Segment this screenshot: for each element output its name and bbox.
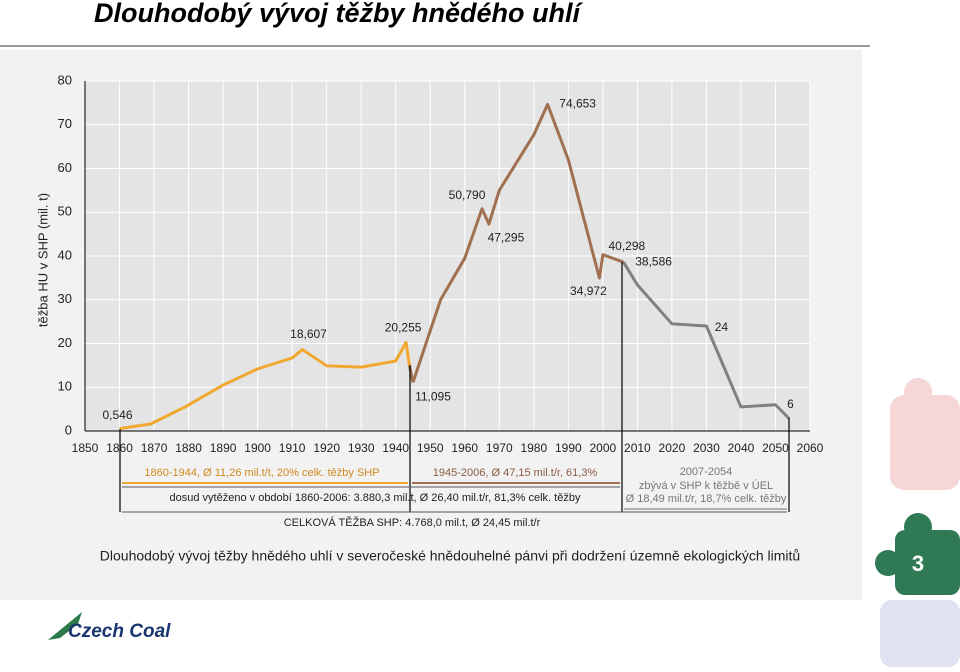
y-tick-label: 50 [58, 204, 72, 219]
x-tick-label: 1900 [244, 441, 271, 455]
x-tick-label: 1880 [175, 441, 202, 455]
x-tick-label: 1920 [313, 441, 340, 455]
y-tick-label: 0 [65, 422, 72, 437]
period-label: zbývá v SHP k těžbě v ÚEL [639, 479, 773, 492]
x-tick-label: 2040 [728, 441, 755, 455]
data-label: 40,298 [609, 239, 646, 253]
data-label: 24 [715, 320, 729, 334]
y-tick-label: 60 [58, 160, 72, 175]
series-line [119, 340, 412, 431]
x-tick-label: 1940 [382, 441, 409, 455]
y-tick-label: 10 [58, 379, 72, 394]
x-tick-label: 2010 [624, 441, 651, 455]
series-connector [622, 261, 639, 286]
x-tick-label: 1930 [348, 441, 375, 455]
period-label: 1945-2006, Ø 47,15 mil.t/r, 61,3% [433, 467, 598, 479]
period-label: dosud vytěženo v období 1860-2006: 3.880… [170, 492, 581, 504]
y-tick-label: 30 [58, 291, 72, 306]
data-label: 47,295 [488, 230, 525, 244]
caption: Dlouhodobý vývoj těžby hnědého uhlí v se… [100, 548, 800, 564]
period-label: 1860-1944, Ø 11,26 mil.t/t, 20% celk. tě… [144, 467, 379, 479]
logo-mark [48, 612, 82, 640]
period-label: Ø 18,49 mil.t/r, 18,7% celk. těžby [626, 493, 787, 505]
x-tick-label: 2000 [590, 441, 617, 455]
data-label: 50,790 [449, 188, 486, 202]
series-line [636, 283, 791, 420]
x-tick-label: 1980 [520, 441, 547, 455]
y-tick-label: 40 [58, 247, 72, 262]
x-tick-label: 2020 [659, 441, 686, 455]
slide-title: Dlouhodobý vývoj těžby hnědého uhlí [94, 0, 584, 28]
page-number: 3 [912, 551, 924, 576]
data-label: 34,972 [570, 284, 607, 298]
period-label: 2007-2054 [680, 466, 733, 478]
data-label: 74,653 [559, 97, 596, 111]
x-tick-label: 1950 [417, 441, 444, 455]
x-tick-label: 1890 [210, 441, 237, 455]
y-tick-label: 20 [58, 335, 72, 350]
x-tick-label: 1860 [106, 441, 133, 455]
y-tick-label: 70 [58, 116, 72, 131]
x-tick-label: 2060 [797, 441, 824, 455]
y-tick-label: 80 [58, 72, 72, 87]
data-label: 20,255 [385, 321, 422, 335]
period-label: CELKOVÁ TĚŽBA SHP: 4.768,0 mil.t, Ø 24,4… [284, 516, 541, 529]
x-tick-label: 1990 [555, 441, 582, 455]
data-label: 0,546 [103, 408, 133, 422]
series-line [411, 102, 625, 383]
x-tick-label: 1970 [486, 441, 513, 455]
x-tick-label: 1960 [451, 441, 478, 455]
x-tick-label: 1910 [279, 441, 306, 455]
x-tick-label: 1850 [72, 441, 99, 455]
data-label: 11,095 [415, 390, 451, 404]
data-label: 38,586 [635, 254, 672, 268]
x-tick-label: 2050 [762, 441, 789, 455]
puzzle-decoration [875, 378, 960, 667]
data-label: 18,607 [290, 327, 327, 341]
x-tick-label: 1870 [141, 441, 168, 455]
data-label: 6 [787, 397, 794, 411]
x-tick-label: 2030 [693, 441, 720, 455]
y-axis-label: těžba HU v SHP (mil. t) [35, 193, 50, 327]
logo: Czech Coal [68, 621, 171, 642]
